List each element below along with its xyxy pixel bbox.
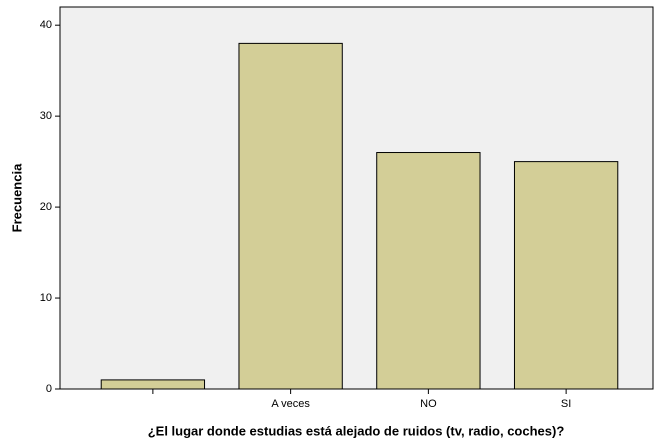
x-tick-label: SI [561, 398, 571, 410]
bar [100, 379, 206, 390]
y-tick-label: 30 [40, 110, 52, 122]
bar [376, 152, 481, 390]
y-tick-label: 20 [40, 201, 52, 213]
x-axis-title: ¿El lugar donde estudias está alejado de… [148, 423, 565, 438]
y-axis-title: Frecuencia [9, 163, 24, 232]
bar [238, 42, 343, 390]
x-tick-label: A veces [271, 398, 310, 410]
y-tick-label: 40 [40, 19, 52, 31]
y-tick-label: 0 [46, 383, 52, 395]
x-tick-label: NO [420, 398, 437, 410]
bar [513, 161, 619, 390]
y-tick-label: 10 [40, 292, 52, 304]
